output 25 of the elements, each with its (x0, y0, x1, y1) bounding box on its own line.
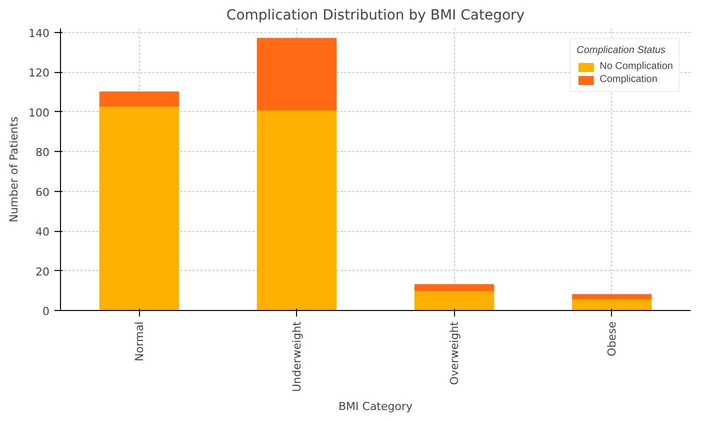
x-axis-title: BMI Category (338, 400, 413, 413)
y-tick-label: 60 (36, 186, 50, 199)
x-tick-label: Overweight (448, 320, 461, 386)
bar (256, 109, 337, 310)
legend-title: Complication Status (576, 45, 667, 56)
bar (99, 105, 180, 310)
x-tick-label: Obese (605, 321, 618, 356)
bar (414, 290, 494, 310)
y-axis-title: Number of Patients (8, 116, 21, 222)
y-tick-label: 40 (36, 226, 50, 239)
bar (414, 284, 494, 292)
legend-label: Complication (600, 74, 658, 85)
y-tick-label: 140 (28, 26, 50, 40)
y-tick-label: 0 (42, 305, 50, 318)
y-tick-label: 20 (36, 265, 50, 278)
y-tick-label: 100 (28, 106, 50, 120)
y-tick-label: 80 (36, 146, 50, 160)
x-tick-label: Underweight (290, 320, 304, 392)
x-tick-label: Normal (132, 321, 146, 362)
y-tick-label: 120 (28, 66, 50, 80)
bar (572, 294, 652, 300)
legend-label: No Complication (600, 61, 673, 72)
chart-title: Complication Distribution by BMI Category (226, 8, 525, 24)
bar (99, 92, 180, 106)
bar (256, 38, 337, 110)
